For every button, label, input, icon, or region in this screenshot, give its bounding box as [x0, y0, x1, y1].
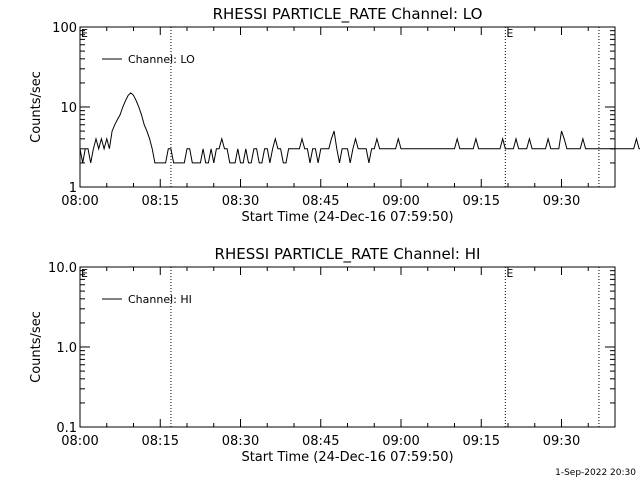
- y-tick-label: 1: [69, 181, 77, 196]
- y-tick-label: 10: [60, 101, 77, 116]
- chart-title: RHESSI PARTICLE_RATE Channel: HI: [215, 245, 481, 264]
- footer-timestamp: 1-Sep-2022 20:30: [555, 468, 636, 478]
- corner-marker-label: E: [81, 267, 88, 280]
- x-tick-label: 09:15: [463, 194, 500, 209]
- y-tick-label: 100: [52, 21, 77, 36]
- x-tick-label: 08:45: [302, 194, 339, 209]
- x-axis-label: Start Time (24-Dec-16 07:59:50): [241, 450, 453, 465]
- x-tick-label: 09:30: [543, 194, 580, 209]
- series-line: [79, 92, 640, 164]
- legend-label: Channel: LO: [128, 53, 195, 66]
- x-tick-label: 09:00: [382, 434, 419, 449]
- x-axis-label: Start Time (24-Dec-16 07:59:50): [241, 210, 453, 225]
- x-tick-label: 08:30: [222, 434, 259, 449]
- x-tick-label: 08:15: [142, 434, 179, 449]
- x-tick-label: 08:00: [61, 434, 98, 449]
- x-tick-label: 09:15: [463, 434, 500, 449]
- x-tick-label: 09:30: [543, 434, 580, 449]
- y-tick-label: 1.0: [56, 341, 77, 356]
- legend-label: Channel: HI: [128, 293, 192, 306]
- y-axis-label: Counts/sec: [29, 71, 44, 143]
- x-tick-label: 08:15: [142, 194, 179, 209]
- x-tick-label: 09:00: [382, 194, 419, 209]
- x-tick-label: 08:30: [222, 194, 259, 209]
- lo-channel-panel: RHESSI PARTICLE_RATE Channel: LO 08:00 08:…: [29, 5, 640, 225]
- vertical-marker-label: E: [506, 267, 513, 280]
- vertical-marker-label: E: [506, 27, 513, 40]
- y-tick-label: 10.0: [48, 261, 77, 276]
- corner-marker-label: E: [81, 27, 88, 40]
- chart-title: RHESSI PARTICLE_RATE Channel: LO: [213, 5, 483, 24]
- x-tick-label: 08:45: [302, 434, 339, 449]
- hi-channel-panel: RHESSI PARTICLE_RATE Channel: HI 08:00 08:…: [29, 245, 616, 465]
- x-tick-label: 08:00: [61, 194, 98, 209]
- y-axis-label: Counts/sec: [29, 311, 44, 383]
- y-tick-label: 0.1: [56, 421, 77, 436]
- plot-frame: [79, 266, 616, 428]
